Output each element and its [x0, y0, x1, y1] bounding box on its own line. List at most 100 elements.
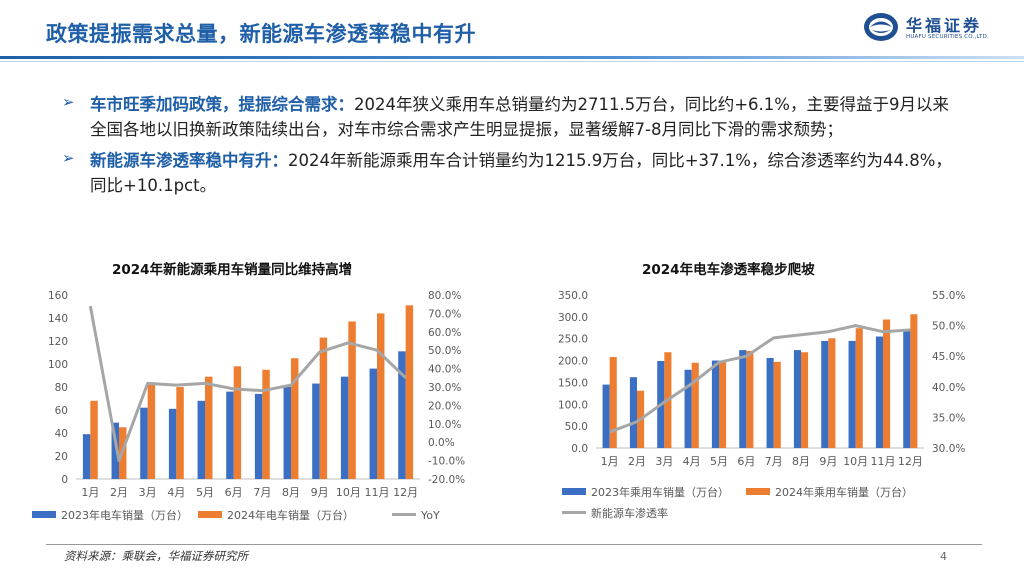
- x-tick-label: 6月: [225, 486, 243, 499]
- bar-this-year: [609, 357, 617, 448]
- bar-prev-year: [398, 351, 406, 479]
- bar-this-year: [377, 313, 385, 479]
- y2-tick-label: 40.0%: [428, 364, 461, 376]
- bar-this-year: [828, 338, 836, 448]
- bar-this-year: [691, 362, 699, 448]
- source-note: 资料来源：乘联会，华福证券研究所: [64, 549, 248, 563]
- bullet-text: 车市旺季加码政策，提振综合需求：2024年狭义乘用车总销量约为2711.5万台，…: [90, 92, 964, 142]
- bar-prev-year: [283, 387, 291, 479]
- bar-this-year: [319, 337, 328, 479]
- y2-tick-label: 30.0%: [932, 443, 965, 455]
- series-line: [88, 305, 407, 463]
- bullet-heading: 车市旺季加码政策，提振综合需求：: [90, 95, 354, 114]
- bar-prev-year: [903, 329, 911, 448]
- legend-label: 2024年乘用车销量（万台）: [775, 485, 913, 499]
- bar-prev-year: [848, 340, 856, 448]
- bar-this-year: [801, 352, 809, 448]
- bar-this-year: [205, 376, 213, 479]
- y-tick-label: 300.0: [558, 312, 588, 324]
- logo-text-en: HUAFU SECURITIES CO.,LTD.: [906, 34, 989, 40]
- y2-tick-label: 45.0%: [932, 351, 965, 363]
- y2-tick-label: 55.0%: [932, 290, 965, 302]
- bar-this-year: [348, 321, 356, 479]
- arrow-bullet-icon: ➢: [62, 93, 75, 111]
- bar-prev-year: [793, 350, 801, 448]
- bar-prev-year: [312, 383, 320, 479]
- legend-label: YoY: [420, 509, 440, 522]
- y2-tick-label: 10.0%: [428, 419, 461, 431]
- bar-this-year: [855, 328, 863, 448]
- bullet-text: 新能源车渗透率稳中有升：2024年新能源乘用车合计销量约为1215.9万台，同比…: [90, 148, 964, 198]
- bar-prev-year: [684, 369, 692, 448]
- y-tick-label: 160: [48, 290, 68, 302]
- y-tick-label: 40: [55, 428, 68, 440]
- x-tick-label: 12月: [898, 455, 923, 468]
- y-tick-label: 150.0: [558, 377, 588, 389]
- y-tick-label: 100: [48, 359, 68, 371]
- bar-this-year: [746, 350, 754, 448]
- legend-label: 新能源车渗透率: [591, 506, 668, 520]
- x-tick-label: 9月: [311, 486, 329, 499]
- x-tick-label: 10月: [336, 486, 361, 499]
- title-underline-thin: [0, 61, 1024, 62]
- bar-prev-year: [369, 368, 377, 479]
- bullet-heading: 新能源车渗透率稳中有升：: [90, 151, 288, 170]
- bullet-body: 2024年狭义乘用车总销量约为2711.5万台，同比约+6.1%，主要得益于9月…: [90, 95, 949, 139]
- bar-this-year: [147, 383, 156, 479]
- bullet-item: ➢ 新能源车渗透率稳中有升：2024年新能源乘用车合计销量约为1215.9万台，…: [62, 148, 964, 198]
- bar-prev-year: [875, 336, 883, 448]
- legend-label: 2023年乘用车销量（万台）: [591, 485, 729, 499]
- x-tick-label: 9月: [819, 455, 837, 468]
- bar-prev-year: [602, 384, 610, 448]
- y2-tick-label: 70.0%: [428, 308, 461, 320]
- bullet-body: 2024年新能源乘用车合计销量约为1215.9万台，同比+37.1%，综合渗透率…: [90, 151, 952, 195]
- x-tick-label: 5月: [196, 486, 214, 499]
- y2-tick-label: -10.0%: [428, 456, 465, 468]
- bullet-item: ➢ 车市旺季加码政策，提振综合需求：2024年狭义乘用车总销量约为2711.5万…: [62, 92, 964, 142]
- logo-emblem-icon: [864, 13, 898, 41]
- x-tick-label: 2月: [628, 455, 646, 468]
- x-tick-label: 4月: [167, 486, 185, 499]
- chart-title-left: 2024年新能源乘用车销量同比维持高增: [112, 262, 353, 278]
- x-tick-label: 1月: [601, 455, 619, 468]
- x-tick-label: 4月: [683, 455, 701, 468]
- bullet-list: ➢ 车市旺季加码政策，提振综合需求：2024年狭义乘用车总销量约为2711.5万…: [62, 92, 964, 204]
- x-tick-label: 5月: [710, 455, 728, 468]
- bar-prev-year: [340, 376, 349, 479]
- bar-this-year: [291, 358, 299, 479]
- chart-penetration: 0.0 50.0 100.0 150.0 200.0 250.0 300.0 350.0 30.…: [558, 290, 965, 520]
- y-tick-label: 100.0: [558, 399, 588, 411]
- bar-prev-year: [766, 357, 774, 448]
- y-tick-label: 350.0: [558, 290, 588, 302]
- bar-this-year: [233, 366, 242, 479]
- x-tick-label: 8月: [792, 455, 810, 468]
- y-tick-label: 20: [55, 451, 68, 463]
- x-tick-label: 3月: [655, 455, 673, 468]
- x-tick-label: 11月: [365, 486, 390, 499]
- bar-this-year: [773, 361, 781, 448]
- bar-this-year: [883, 319, 891, 448]
- series-line: [609, 324, 911, 434]
- y-tick-label: 0: [61, 474, 68, 486]
- company-logo: 华福证券 HUAFU SECURITIES CO.,LTD.: [862, 10, 1012, 46]
- bar-this-year: [176, 387, 184, 479]
- x-tick-label: 1月: [81, 486, 99, 499]
- x-tick-label: 7月: [253, 486, 271, 499]
- footer-divider: [46, 544, 982, 545]
- arrow-bullet-icon: ➢: [62, 149, 75, 167]
- y-tick-label: 50.0: [565, 421, 588, 433]
- bar-prev-year: [140, 407, 148, 479]
- bar-this-year: [910, 314, 918, 448]
- x-tick-label: 8月: [282, 486, 300, 499]
- bar-this-year: [405, 305, 414, 479]
- y-tick-label: 80: [55, 382, 68, 394]
- bar-prev-year: [82, 434, 91, 479]
- bar-prev-year: [821, 340, 829, 448]
- y2-tick-label: 50.0%: [428, 345, 461, 357]
- y2-tick-label: 50.0%: [932, 321, 965, 333]
- bar-this-year: [262, 369, 270, 479]
- y-tick-label: 140: [48, 313, 68, 325]
- bar-prev-year: [629, 377, 637, 448]
- y-tick-label: 250.0: [558, 334, 588, 346]
- y2-tick-label: 40.0%: [932, 382, 965, 394]
